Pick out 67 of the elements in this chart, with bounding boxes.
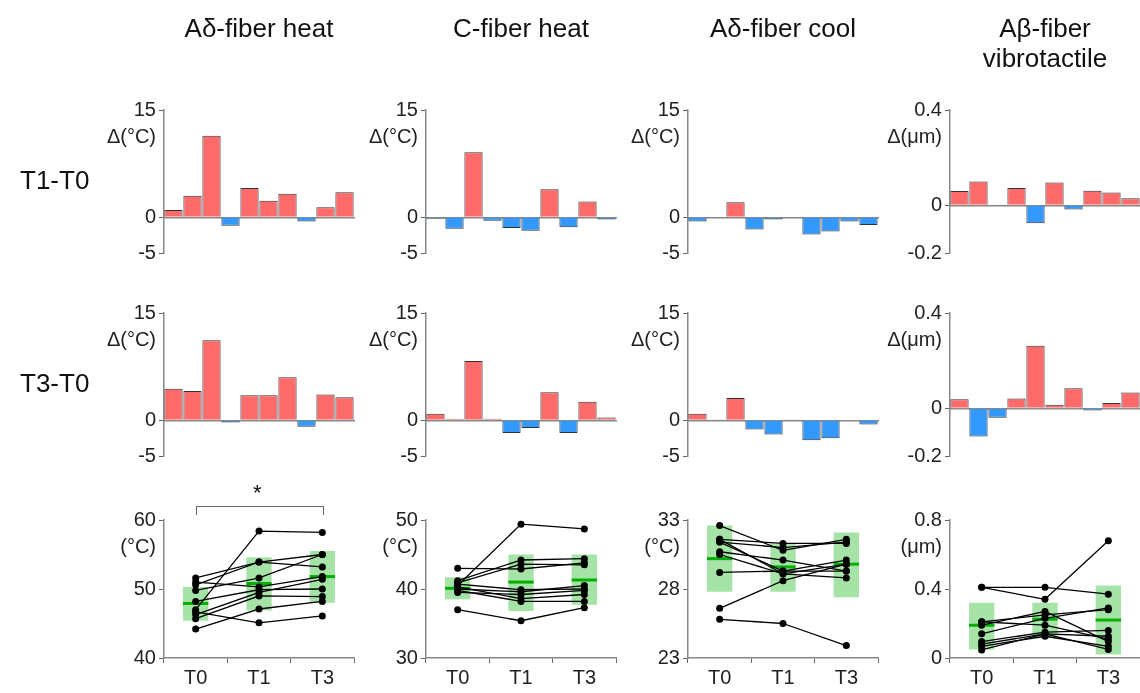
y-tick-label: 15 bbox=[395, 300, 418, 323]
x-tick-label: T3 bbox=[1096, 665, 1121, 688]
chart-title: Aδ-fiber heat bbox=[183, 13, 335, 43]
y-axis-title: Δ(°C) bbox=[106, 327, 156, 350]
y-axis-title: (°C) bbox=[120, 534, 156, 557]
y-tick-label: 0 bbox=[668, 204, 680, 227]
y-tick-label: -5 bbox=[400, 443, 418, 466]
x-tick-label: T3 bbox=[834, 665, 859, 688]
y-tick-label: 33 bbox=[657, 507, 680, 530]
y-tick-label: 50 bbox=[395, 507, 418, 530]
y-tick-label: 50 bbox=[133, 576, 156, 599]
y-axis-title: Δ(μm) bbox=[887, 327, 942, 350]
y-axis-title: Δ(°C) bbox=[368, 124, 418, 147]
x-tick-label: T1 bbox=[247, 665, 271, 688]
y-tick-label: 0 bbox=[406, 407, 418, 430]
x-tick-label: T0 bbox=[183, 665, 208, 688]
x-tick-label: T0 bbox=[707, 665, 732, 688]
y-tick-label: 0 bbox=[144, 407, 156, 430]
y-tick-label: 40 bbox=[133, 645, 156, 668]
y-axis-title: Δ(°C) bbox=[106, 124, 156, 147]
y-tick-label: 0 bbox=[930, 645, 942, 668]
chart-title: Aδ-fiber cool bbox=[709, 13, 857, 43]
y-tick-label: -0.2 bbox=[907, 240, 942, 263]
y-tick-label: 0.4 bbox=[914, 576, 942, 599]
chart-title: Aβ-fiber vibrotactile bbox=[981, 13, 1109, 73]
y-tick-label: 0.4 bbox=[914, 97, 942, 120]
x-tick-label: T3 bbox=[310, 665, 335, 688]
y-tick-label: -0.2 bbox=[907, 443, 942, 466]
y-axis-title: (°C) bbox=[382, 534, 418, 557]
y-tick-label: -5 bbox=[138, 443, 156, 466]
y-axis-title: (μm) bbox=[900, 534, 942, 557]
y-tick-label: 15 bbox=[133, 97, 156, 120]
y-tick-label: 0 bbox=[144, 204, 156, 227]
y-tick-label: 15 bbox=[133, 300, 156, 323]
y-tick-label: -5 bbox=[138, 240, 156, 263]
text: T3-T0 bbox=[20, 368, 90, 399]
y-tick-label: -5 bbox=[662, 443, 680, 466]
y-axis-title: Δ(°C) bbox=[630, 327, 680, 350]
y-tick-label: 23 bbox=[657, 645, 680, 668]
x-tick-label: T0 bbox=[969, 665, 994, 688]
y-tick-label: -5 bbox=[400, 240, 418, 263]
y-tick-label: 30 bbox=[395, 645, 418, 668]
y-tick-label: 0 bbox=[930, 395, 942, 418]
y-tick-label: 60 bbox=[133, 507, 156, 530]
text: * bbox=[253, 480, 262, 506]
y-tick-label: -5 bbox=[662, 240, 680, 263]
chart-title: C-fiber heat bbox=[452, 13, 590, 43]
y-axis-title: Δ(°C) bbox=[368, 327, 418, 350]
y-tick-label: 0.4 bbox=[914, 300, 942, 323]
y-axis-title: Δ(°C) bbox=[630, 124, 680, 147]
x-tick-label: T1 bbox=[771, 665, 795, 688]
y-tick-label: 0.8 bbox=[914, 507, 942, 530]
x-tick-label: T1 bbox=[1033, 665, 1057, 688]
y-tick-label: 28 bbox=[657, 576, 680, 599]
y-axis-title: Δ(μm) bbox=[887, 124, 942, 147]
x-tick-label: T0 bbox=[445, 665, 470, 688]
y-tick-label: 15 bbox=[657, 300, 680, 323]
text: T1-T0 bbox=[20, 165, 90, 196]
y-tick-label: 0 bbox=[668, 407, 680, 430]
y-tick-label: 15 bbox=[657, 97, 680, 120]
y-tick-label: 40 bbox=[395, 576, 418, 599]
y-tick-label: 15 bbox=[395, 97, 418, 120]
x-tick-label: T3 bbox=[572, 665, 597, 688]
y-axis-title: (°C) bbox=[644, 534, 680, 557]
y-tick-label: 0 bbox=[930, 192, 942, 215]
x-tick-label: T1 bbox=[509, 665, 533, 688]
y-tick-label: 0 bbox=[406, 204, 418, 227]
